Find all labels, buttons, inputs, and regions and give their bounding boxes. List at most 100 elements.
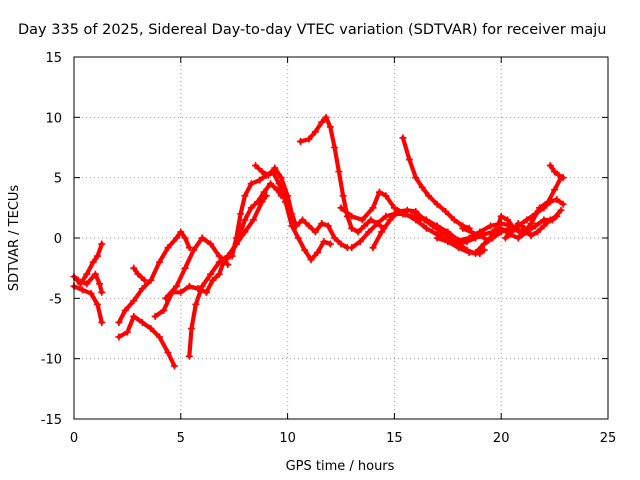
chart-title: Day 335 of 2025, Sidereal Day-to-day VTE… bbox=[18, 22, 607, 38]
data-point bbox=[190, 246, 198, 254]
data-point bbox=[284, 192, 292, 200]
data-series-arc-23 bbox=[501, 212, 561, 242]
data-point bbox=[115, 333, 123, 341]
data-point bbox=[258, 168, 266, 176]
data-point bbox=[134, 270, 142, 278]
data-point bbox=[540, 222, 548, 230]
data-point bbox=[83, 270, 91, 278]
data-point bbox=[467, 228, 475, 236]
data-point bbox=[559, 174, 567, 182]
data-point bbox=[337, 204, 345, 212]
data-point bbox=[546, 198, 554, 206]
data-point bbox=[527, 220, 535, 228]
data-point bbox=[177, 288, 185, 296]
data-point bbox=[493, 224, 501, 232]
data-point bbox=[294, 234, 302, 242]
data-point bbox=[557, 206, 565, 214]
series-trace bbox=[253, 163, 350, 250]
data-series-arc-5 bbox=[115, 228, 193, 326]
data-point bbox=[151, 312, 159, 320]
x-tick-label: 0 bbox=[70, 431, 78, 446]
data-point bbox=[215, 252, 223, 260]
data-point bbox=[459, 224, 467, 232]
x-tick-label: 10 bbox=[279, 431, 296, 446]
data-point bbox=[155, 333, 163, 341]
data-point bbox=[147, 325, 155, 332]
data-point bbox=[305, 222, 313, 230]
data-point bbox=[476, 232, 484, 240]
data-point bbox=[450, 216, 458, 224]
data-point bbox=[181, 264, 189, 272]
series-trace bbox=[163, 235, 230, 301]
data-series-arc-8 bbox=[162, 234, 232, 302]
data-point bbox=[147, 276, 155, 284]
data-point bbox=[386, 216, 394, 224]
data-series-arc-12 bbox=[252, 162, 351, 252]
data-point bbox=[322, 113, 330, 121]
data-point bbox=[444, 238, 452, 246]
data-point bbox=[288, 210, 296, 218]
data-point bbox=[202, 288, 210, 296]
data-point bbox=[177, 228, 185, 236]
data-point bbox=[314, 248, 322, 256]
data-point bbox=[164, 244, 172, 252]
data-point bbox=[356, 238, 364, 246]
data-point bbox=[521, 224, 529, 232]
x-tick-label: 15 bbox=[386, 431, 403, 446]
data-point bbox=[403, 206, 411, 214]
data-point bbox=[79, 286, 87, 294]
data-point bbox=[534, 228, 542, 236]
x-tick-label: 25 bbox=[600, 431, 617, 446]
data-point bbox=[87, 290, 95, 298]
data-point bbox=[501, 234, 509, 242]
data-series-arc-6 bbox=[130, 264, 148, 284]
data-point bbox=[367, 216, 375, 224]
data-point bbox=[241, 216, 249, 224]
data-point bbox=[115, 318, 123, 326]
data-point bbox=[390, 204, 398, 212]
data-point bbox=[247, 204, 255, 212]
data-point bbox=[185, 352, 193, 360]
data-point bbox=[267, 180, 275, 188]
data-point bbox=[401, 210, 409, 218]
data-point bbox=[555, 171, 563, 179]
data-point bbox=[140, 276, 148, 284]
data-point bbox=[326, 123, 334, 131]
data-point bbox=[504, 216, 512, 224]
data-point bbox=[337, 240, 345, 248]
data-point bbox=[360, 222, 368, 230]
data-point bbox=[249, 216, 257, 224]
data-point bbox=[369, 204, 377, 212]
data-point bbox=[519, 230, 527, 238]
data-point bbox=[489, 234, 497, 242]
data-point bbox=[162, 294, 170, 302]
data-point bbox=[311, 128, 319, 136]
data-point bbox=[375, 188, 383, 196]
data-point bbox=[442, 207, 450, 215]
data-point bbox=[311, 228, 319, 236]
data-point bbox=[98, 318, 106, 326]
data-point bbox=[318, 220, 326, 228]
data-point bbox=[209, 276, 217, 284]
data-point bbox=[207, 270, 215, 278]
y-tick-label: -5 bbox=[49, 292, 62, 307]
plot-area bbox=[70, 113, 567, 370]
data-point bbox=[93, 252, 101, 260]
data-point bbox=[497, 228, 505, 236]
data-point bbox=[553, 212, 561, 220]
data-point bbox=[546, 216, 554, 224]
data-point bbox=[527, 232, 535, 240]
data-point bbox=[559, 200, 567, 208]
x-tick-label: 5 bbox=[177, 431, 185, 446]
data-point bbox=[365, 228, 373, 236]
data-point bbox=[260, 188, 268, 196]
data-point bbox=[232, 234, 240, 242]
data-point bbox=[354, 228, 362, 236]
data-point bbox=[93, 300, 101, 308]
data-point bbox=[422, 216, 430, 224]
y-tick-label: 10 bbox=[45, 111, 62, 126]
data-point bbox=[422, 224, 430, 232]
data-point bbox=[96, 280, 104, 288]
data-point bbox=[164, 349, 172, 357]
series-trace bbox=[116, 314, 177, 368]
